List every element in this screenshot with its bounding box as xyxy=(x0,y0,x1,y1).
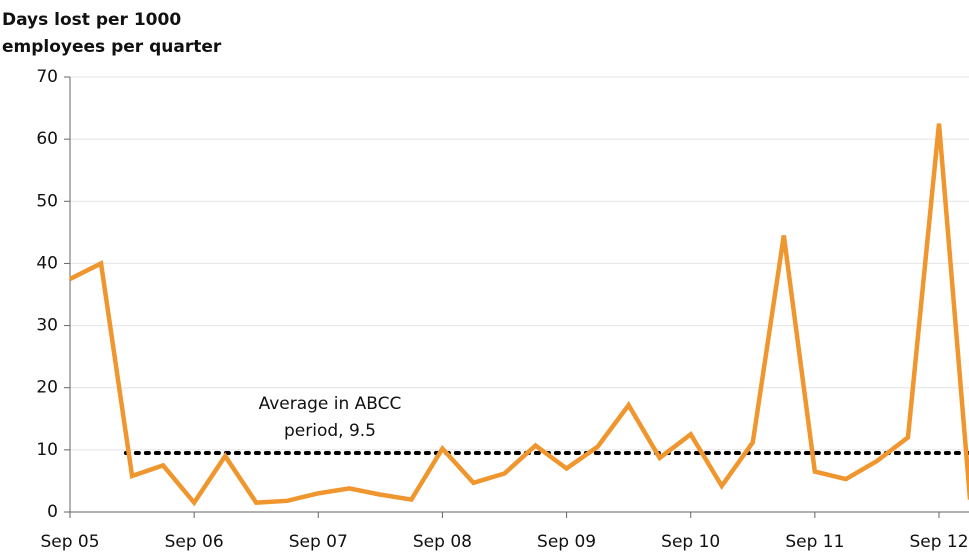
y-axis-title: Days lost per 1000 xyxy=(2,10,181,30)
y-tick-label: 40 xyxy=(36,253,58,273)
y-tick-label: 0 xyxy=(47,502,58,522)
y-axis-title: employees per quarter xyxy=(2,37,222,57)
y-tick-label: 30 xyxy=(36,316,58,336)
y-tick-label: 20 xyxy=(36,378,58,398)
x-tick-label: Sep 08 xyxy=(413,532,472,552)
y-tick-label: 10 xyxy=(36,440,58,460)
x-tick-label: Sep 09 xyxy=(537,532,596,552)
annotation: period, 9.5 xyxy=(284,421,376,441)
data-line xyxy=(68,123,969,507)
x-tick-label: Sep 11 xyxy=(785,532,844,552)
x-tick-label: Sep 05 xyxy=(40,532,99,552)
y-tick-label: 50 xyxy=(36,191,58,211)
x-tick-label: Sep 12 xyxy=(909,532,968,552)
y-tick-label: 70 xyxy=(36,67,58,87)
x-tick-label: Sep 07 xyxy=(289,532,348,552)
y-tick-label: 60 xyxy=(36,129,58,149)
x-tick-label: Sep 06 xyxy=(165,532,224,552)
annotation: Average in ABCC xyxy=(259,394,402,414)
x-tick-label: Sep 10 xyxy=(661,532,720,552)
